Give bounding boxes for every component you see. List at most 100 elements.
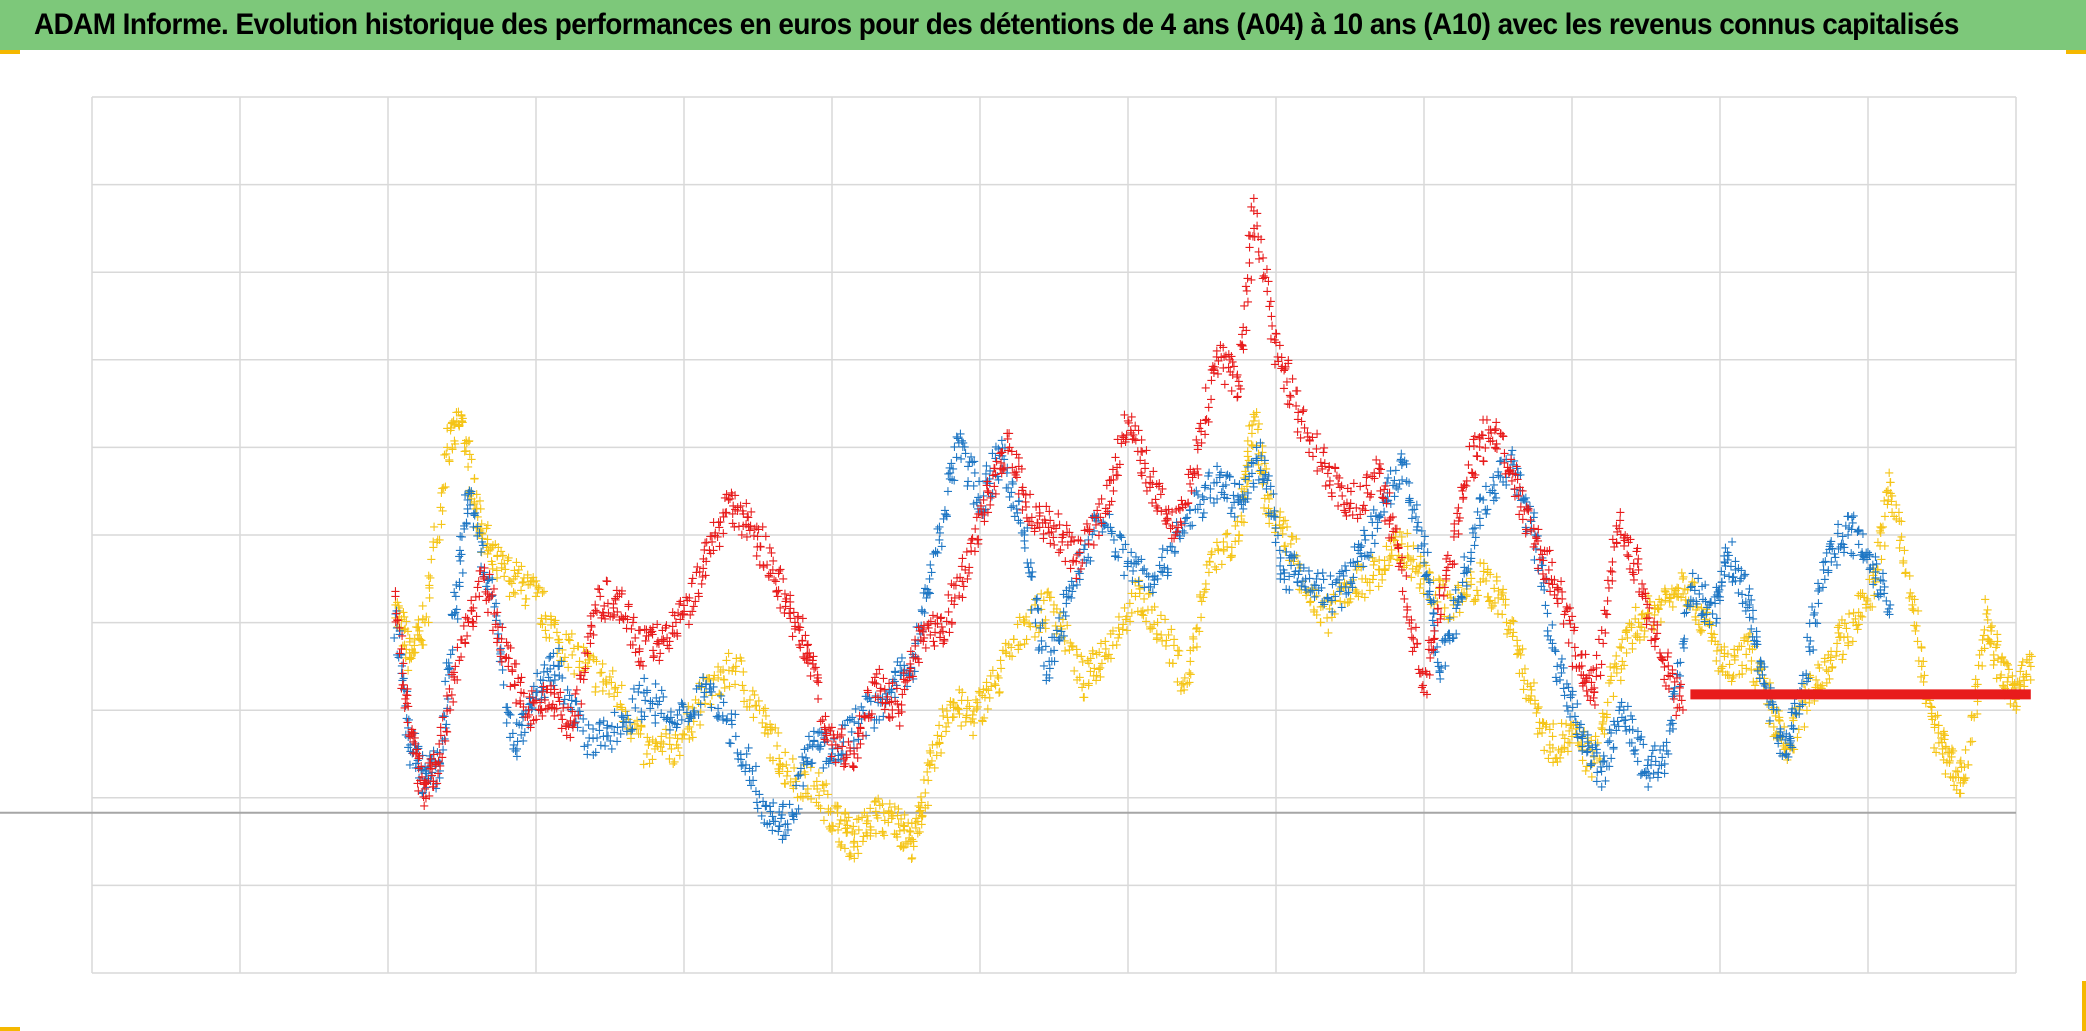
- data-point: +: [409, 646, 420, 661]
- data-point: +: [1790, 701, 1801, 716]
- data-point: +: [943, 716, 954, 731]
- data-point: +: [1918, 675, 1929, 690]
- data-point: +: [444, 455, 455, 470]
- data-point: +: [623, 712, 634, 727]
- data-point: +: [707, 689, 718, 704]
- data-point: +: [2022, 653, 2033, 668]
- data-point: +: [415, 632, 426, 647]
- data-point: +: [951, 700, 962, 715]
- data-point: +: [1373, 579, 1384, 594]
- data-point: +: [1993, 652, 2004, 667]
- data-point: +: [557, 643, 568, 658]
- data-point: +: [1869, 575, 1880, 590]
- data-point: +: [817, 778, 828, 793]
- data-point: +: [1639, 630, 1650, 645]
- data-point: +: [1226, 550, 1237, 565]
- data-point: +: [392, 620, 403, 635]
- data-point: +: [2017, 655, 2028, 670]
- data-point: +: [1069, 664, 1080, 679]
- data-point: +: [1438, 589, 1449, 604]
- data-point: +: [1855, 589, 1866, 604]
- data-point: +: [1729, 650, 1740, 665]
- data-point: +: [1810, 680, 1821, 695]
- data-point: +: [552, 647, 563, 662]
- data-point: +: [673, 741, 684, 756]
- data-point: +: [403, 699, 414, 714]
- corner-mark-bottom-left: [0, 1027, 20, 1031]
- data-point: +: [397, 629, 408, 644]
- data-point: +: [1857, 587, 1868, 602]
- data-point: +: [1319, 594, 1330, 609]
- data-point: +: [1242, 434, 1253, 449]
- data-point: +: [443, 656, 454, 671]
- data-point: +: [1986, 636, 1997, 651]
- data-point: +: [899, 819, 910, 834]
- data-point: +: [1411, 498, 1422, 513]
- data-point: +: [672, 629, 683, 644]
- data-point: +: [1732, 643, 1743, 658]
- data-point: +: [1793, 722, 1804, 737]
- data-point: +: [1444, 588, 1455, 603]
- data-point: +: [1782, 753, 1793, 768]
- data-point: +: [1261, 507, 1272, 522]
- data-point: +: [476, 517, 487, 532]
- data-point: +: [1252, 423, 1263, 438]
- data-point: +: [1942, 756, 1953, 771]
- data-point: +: [1824, 672, 1835, 687]
- data-point: +: [1412, 636, 1423, 651]
- data-point: +: [1605, 673, 1616, 688]
- data-point: +: [916, 795, 927, 810]
- data-point: +: [417, 786, 428, 801]
- data-point: +: [643, 738, 654, 753]
- data-point: +: [1678, 703, 1689, 718]
- data-point: +: [604, 670, 615, 685]
- data-point: +: [844, 850, 855, 865]
- data-point: +: [414, 631, 425, 646]
- data-point: +: [541, 612, 552, 627]
- data-point: +: [1391, 522, 1402, 537]
- data-point: +: [743, 741, 754, 756]
- data-point: +: [916, 810, 927, 825]
- data-point: +: [895, 840, 906, 855]
- data-point: +: [972, 700, 983, 715]
- data-point: +: [878, 806, 889, 821]
- data-point: +: [1642, 606, 1653, 621]
- data-point: +: [1655, 615, 1666, 630]
- data-point: +: [923, 773, 934, 788]
- data-point: +: [925, 757, 936, 772]
- data-point: +: [1404, 476, 1415, 491]
- data-point: +: [1435, 573, 1446, 588]
- data-point: +: [1060, 644, 1071, 659]
- data-point: +: [1077, 655, 1088, 670]
- data-point: +: [952, 701, 963, 716]
- data-point: +: [2002, 675, 2013, 690]
- data-point: +: [1748, 675, 1759, 690]
- data-point: +: [949, 696, 960, 711]
- data-point: +: [1557, 742, 1568, 757]
- data-point: +: [416, 764, 427, 779]
- data-point: +: [1872, 535, 1883, 550]
- data-point: +: [1966, 710, 1977, 725]
- data-point: +: [679, 728, 690, 743]
- data-point: +: [1261, 462, 1272, 477]
- data-point: +: [1367, 572, 1378, 587]
- data-point: +: [1916, 640, 1927, 655]
- data-point: +: [960, 715, 971, 730]
- data-point: +: [435, 501, 446, 516]
- data-point: +: [505, 641, 516, 656]
- data-point: +: [1853, 588, 1864, 603]
- data-point: +: [1630, 600, 1641, 615]
- data-point: +: [715, 688, 726, 703]
- data-point: +: [1538, 716, 1549, 731]
- data-point: +: [1896, 530, 1907, 545]
- data-point: +: [1408, 539, 1419, 554]
- data-point: +: [1169, 639, 1180, 654]
- data-point: +: [936, 730, 947, 745]
- data-point: +: [1233, 534, 1244, 549]
- data-point: +: [1776, 733, 1787, 748]
- data-point: +: [597, 657, 608, 672]
- data-point: +: [591, 654, 602, 669]
- data-point: +: [2009, 677, 2020, 692]
- data-point: +: [1429, 597, 1440, 612]
- data-point: +: [1173, 648, 1184, 663]
